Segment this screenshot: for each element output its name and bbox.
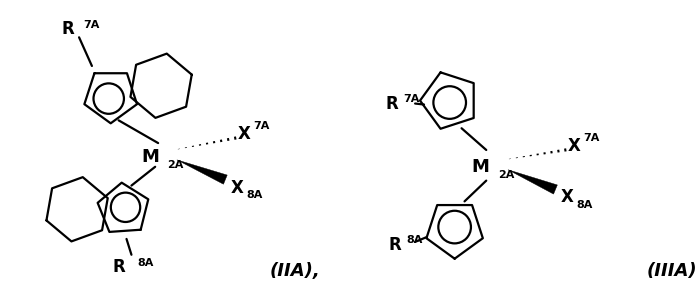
Text: 2A: 2A (498, 170, 514, 180)
Text: X: X (561, 188, 573, 206)
Text: 7A: 7A (583, 133, 599, 143)
Text: 7A: 7A (83, 20, 99, 31)
Text: X: X (567, 137, 580, 155)
Text: R: R (112, 257, 125, 276)
Text: 8A: 8A (576, 200, 593, 210)
Text: 8A: 8A (406, 235, 423, 245)
Text: 8A: 8A (137, 258, 154, 268)
Text: 2A: 2A (167, 160, 183, 170)
Text: 8A: 8A (246, 190, 262, 200)
Text: X: X (237, 125, 250, 143)
Text: R: R (389, 236, 401, 254)
Text: R: R (62, 20, 74, 38)
Text: X: X (230, 178, 243, 197)
Text: (IIA),: (IIA), (270, 262, 320, 279)
Text: R: R (386, 94, 398, 113)
Text: M: M (141, 148, 159, 166)
Polygon shape (177, 160, 228, 184)
Polygon shape (508, 170, 557, 194)
Text: (IIIA): (IIIA) (647, 262, 697, 279)
Text: 7A: 7A (403, 94, 419, 104)
Text: 7A: 7A (253, 121, 270, 131)
Text: M: M (471, 158, 489, 176)
